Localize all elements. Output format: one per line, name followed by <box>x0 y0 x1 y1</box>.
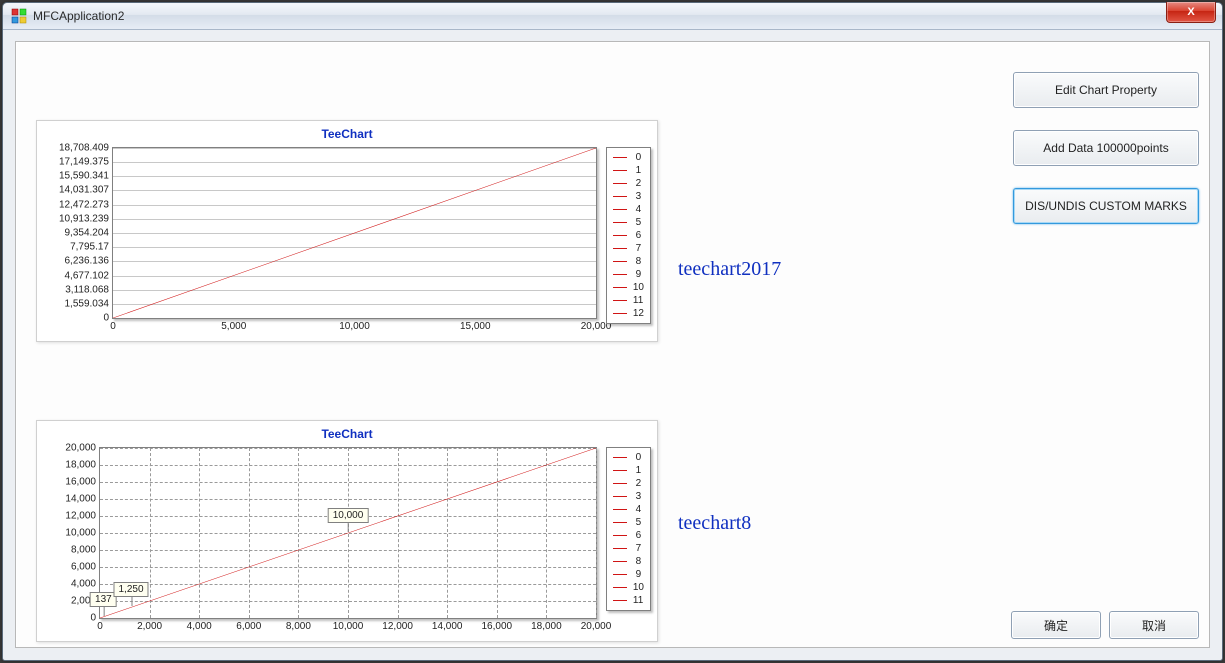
app-window: MFCApplication2 X TeeChart 01,559.0343,1… <box>2 2 1223 661</box>
ytick-label: 1,559.034 <box>65 298 110 309</box>
chart-panel-bottom: TeeChart 02,0004,0006,0008,00010,00012,0… <box>36 420 658 642</box>
legend-item: 12 <box>613 307 644 320</box>
legend-item: 7 <box>613 242 644 255</box>
legend-item: 3 <box>613 490 644 503</box>
desktop-backdrop: MFCApplication2 X TeeChart 01,559.0343,1… <box>0 0 1225 663</box>
ytick-label: 9,354.204 <box>65 228 110 239</box>
ytick-label: 0 <box>90 613 96 624</box>
legend-item: 9 <box>613 268 644 281</box>
ok-button[interactable]: 确定 <box>1011 611 1101 639</box>
ytick-label: 4,677.102 <box>65 270 110 281</box>
xtick-label: 12,000 <box>382 621 413 632</box>
legend-item: 4 <box>613 203 644 216</box>
legend-item: 2 <box>613 177 644 190</box>
xtick-label: 5,000 <box>221 321 246 332</box>
xtick-label: 0 <box>110 321 116 332</box>
close-icon: X <box>1187 6 1194 18</box>
titlebar[interactable]: MFCApplication2 X <box>3 3 1222 30</box>
xtick-label: 10,000 <box>339 321 370 332</box>
cancel-button[interactable]: 取消 <box>1109 611 1199 639</box>
xtick-label: 2,000 <box>137 621 162 632</box>
legend-item: 3 <box>613 190 644 203</box>
chart2-plot-area[interactable]: 02,0004,0006,0008,00010,00012,00014,0001… <box>99 447 597 619</box>
chart1-plot-area[interactable]: 01,559.0343,118.0684,677.1026,236.1367,7… <box>112 147 597 319</box>
xtick-label: 16,000 <box>482 621 513 632</box>
xtick-label: 6,000 <box>236 621 261 632</box>
chart-panel-top: TeeChart 01,559.0343,118.0684,677.1026,2… <box>36 120 658 342</box>
chart2-title: TeeChart <box>37 421 657 443</box>
edit-chart-property-button[interactable]: Edit Chart Property <box>1013 72 1199 108</box>
series-mark: 10,000 <box>328 508 369 523</box>
legend-item: 11 <box>613 594 644 607</box>
xtick-label: 4,000 <box>187 621 212 632</box>
xtick-label: 20,000 <box>581 621 612 632</box>
xtick-label: 15,000 <box>460 321 491 332</box>
ytick-label: 12,000 <box>65 511 96 522</box>
ytick-label: 6,000 <box>71 562 96 573</box>
legend-item: 5 <box>613 516 644 529</box>
ytick-label: 17,149.375 <box>59 157 109 168</box>
ytick-label: 10,913.239 <box>59 213 109 224</box>
ytick-label: 16,000 <box>65 477 96 488</box>
legend-item: 6 <box>613 229 644 242</box>
window-close-button[interactable]: X <box>1166 2 1216 23</box>
chart2-plot-wrap: 02,0004,0006,0008,00010,00012,00014,0001… <box>99 447 597 619</box>
legend-item: 11 <box>613 294 644 307</box>
add-data-button[interactable]: Add Data 100000points <box>1013 130 1199 166</box>
legend-item: 8 <box>613 555 644 568</box>
legend-item: 4 <box>613 503 644 516</box>
legend-item: 6 <box>613 529 644 542</box>
dis-undis-marks-button[interactable]: DIS/UNDIS CUSTOM MARKS <box>1013 188 1199 224</box>
legend-item: 2 <box>613 477 644 490</box>
ytick-label: 4,000 <box>71 579 96 590</box>
app-icon <box>11 8 27 24</box>
ytick-label: 18,000 <box>65 460 96 471</box>
legend-item: 7 <box>613 542 644 555</box>
series-mark: 1,250 <box>113 582 148 597</box>
chart2-legend: 0 1 2 3 4 5 6 7 8 91011 <box>606 447 651 611</box>
ytick-label: 10,000 <box>65 528 96 539</box>
xtick-label: 8,000 <box>286 621 311 632</box>
ytick-label: 14,000 <box>65 494 96 505</box>
xtick-label: 14,000 <box>432 621 463 632</box>
legend-item: 5 <box>613 216 644 229</box>
legend-item: 10 <box>613 581 644 594</box>
legend-item: 9 <box>613 568 644 581</box>
ytick-label: 20,000 <box>65 443 96 454</box>
legend-item: 0 <box>613 451 644 464</box>
ytick-label: 15,590.341 <box>59 171 109 182</box>
chart1-title: TeeChart <box>37 121 657 143</box>
window-title: MFCApplication2 <box>33 9 124 23</box>
legend-item: 0 <box>613 151 644 164</box>
legend-item: 1 <box>613 464 644 477</box>
xtick-label: 10,000 <box>333 621 364 632</box>
ytick-label: 6,236.136 <box>65 256 110 267</box>
ytick-label: 7,795.17 <box>70 242 109 253</box>
dialog-client-area: TeeChart 01,559.0343,118.0684,677.1026,2… <box>15 41 1210 648</box>
chart1-plot-wrap: 01,559.0343,118.0684,677.1026,236.1367,7… <box>112 147 597 319</box>
legend-item: 1 <box>613 164 644 177</box>
legend-item: 8 <box>613 255 644 268</box>
xtick-label: 0 <box>97 621 103 632</box>
chart1-legend: 0 1 2 3 4 5 6 7 8 9101112 <box>606 147 651 324</box>
ytick-label: 3,118.068 <box>65 284 109 295</box>
ytick-label: 18,708.409 <box>59 143 109 154</box>
xtick-label: 18,000 <box>531 621 562 632</box>
label-teechart8: teechart8 <box>678 512 751 535</box>
legend-item: 10 <box>613 281 644 294</box>
ytick-label: 14,031.307 <box>59 185 109 196</box>
ytick-label: 8,000 <box>71 545 96 556</box>
label-teechart2017: teechart2017 <box>678 258 781 281</box>
ytick-label: 12,472.273 <box>59 199 109 210</box>
ytick-label: 0 <box>103 313 109 324</box>
